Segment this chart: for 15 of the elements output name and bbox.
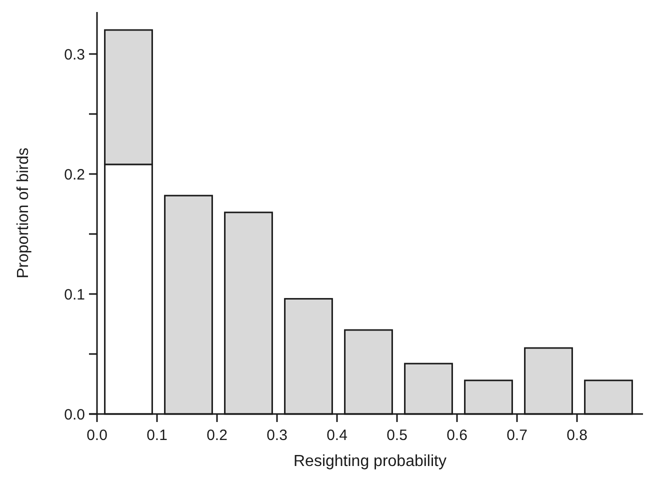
x-axis-title: Resighting probability [294,453,446,470]
y-tick-label: 0.2 [64,166,85,184]
y-tick-label: 0.3 [64,46,85,64]
y-tick-label: 0.1 [64,286,85,304]
x-tick-label: 0.0 [86,427,108,444]
x-tick-label: 0.7 [506,427,528,444]
x-tick-label: 0.6 [446,427,468,444]
x-tick-label: 0.5 [386,427,408,444]
x-tick-label: 0.4 [326,427,348,444]
x-tick-label: 0.8 [566,427,588,444]
y-axis-title: Proportion of birds [15,148,32,278]
x-tick-label: 0.1 [146,427,168,444]
x-tick-label: 0.2 [206,427,228,444]
y-tick-label: 0.0 [64,406,85,424]
x-tick-label: 0.3 [266,427,288,444]
